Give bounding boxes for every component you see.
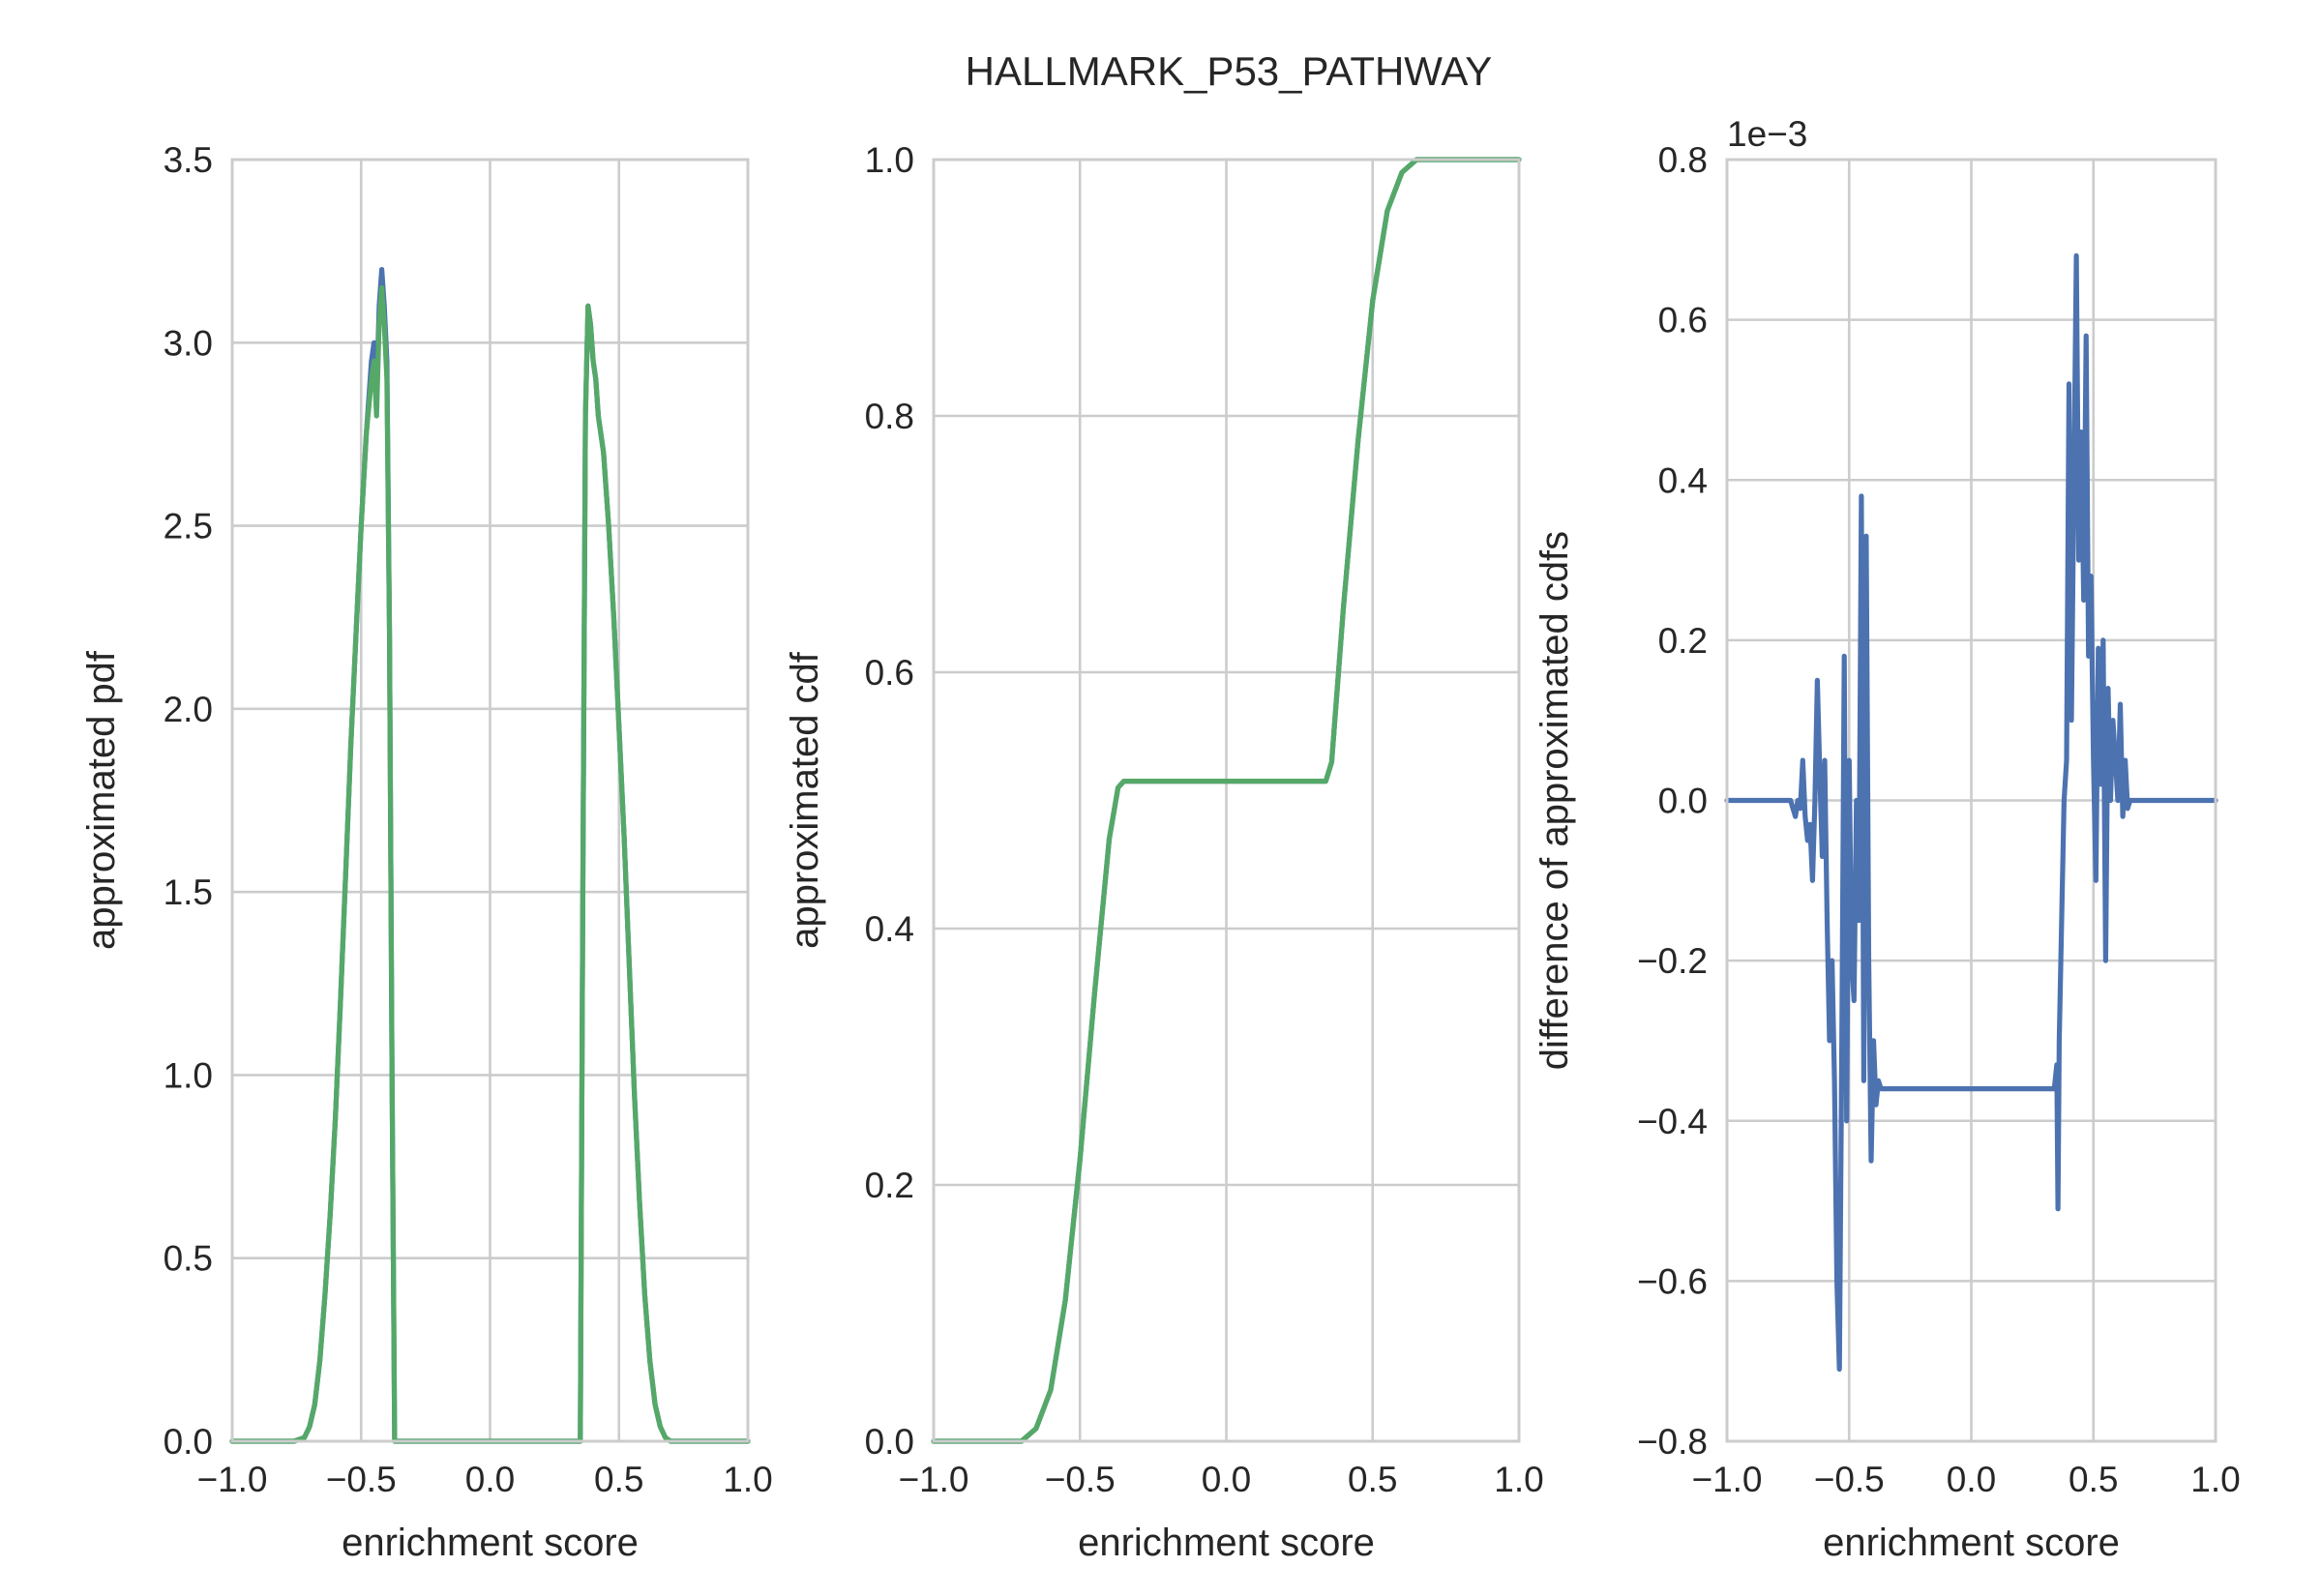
x-tick-label: −0.5 [1045,1460,1116,1499]
x-tick-label: 0.5 [2069,1460,2118,1499]
y-tick-label: 0.6 [865,653,914,693]
y-tick-label: 0.5 [164,1239,213,1279]
x-tick-label: 0.0 [1947,1460,1996,1499]
y-axis-label: approximated pdf [80,650,123,950]
x-tick-label: 0.0 [1202,1460,1251,1499]
x-axis-label: enrichment score [1078,1522,1375,1564]
x-tick-label: −0.5 [1814,1460,1885,1499]
plot-area-frame [932,158,1521,1443]
x-tick-label: −0.5 [326,1460,397,1499]
y-tick-label: 0.4 [865,909,914,949]
x-tick-label: −1.0 [898,1460,968,1499]
subplot-grid: −1.0 −0.5 0.0 0.5 1.0 0.0 0.5 1.0 1.5 2.0 2.5 3.0 3.… [80,114,2241,1564]
y-tick-label: 0.2 [865,1166,914,1205]
y-tick-label: 0.8 [1658,140,1708,180]
y-tick-label: 1.0 [865,140,914,180]
y-tick-label: 0.6 [1658,301,1708,340]
x-axis-label: enrichment score [342,1522,639,1564]
y-tick-label: 2.5 [164,507,213,547]
y-tick-label: −0.2 [1637,941,1708,981]
y-axis-label: approximated cdf [784,651,826,949]
y-tick-label: 0.0 [164,1422,213,1462]
y-tick-label: −0.4 [1637,1102,1708,1141]
series-line-2 [931,157,1522,1444]
y-tick-label: 3.5 [164,140,213,180]
y-tick-label: 1.5 [164,872,213,912]
y-tick-label: −0.8 [1637,1422,1708,1462]
plot-area-frame [230,158,750,1443]
y-offset-label: 1e−3 [1727,114,1807,154]
x-tick-label: −1.0 [1691,1460,1762,1499]
x-tick-label: 1.0 [723,1460,772,1499]
y-tick-label: 3.0 [164,323,213,363]
y-axis-label: difference of approximated cdfs [1533,531,1576,1070]
subplot-2: −1.0 −0.5 0.0 0.5 1.0 0.0 0.2 0.4 0.6 0.8 1.0 enric… [784,140,1544,1564]
y-tick-label: 2.0 [164,690,213,729]
y-tick-label: 0.4 [1658,460,1708,500]
series-line-1 [1724,252,2218,1373]
subplot-3: −1.0 −0.5 0.0 0.5 1.0 −0.8 −0.6 −0.4 −0.2 0.0 0.2 0… [1533,114,2241,1564]
x-tick-label: 0.0 [465,1460,515,1499]
y-tick-label: 1.0 [164,1055,213,1095]
y-tick-label: 0.0 [1658,782,1708,821]
x-tick-label: 0.5 [594,1460,643,1499]
y-tick-label: 0.8 [865,397,914,436]
y-tick-label: 0.2 [1658,621,1708,661]
x-tick-label: 1.0 [2190,1460,2240,1499]
subplot-1: −1.0 −0.5 0.0 0.5 1.0 0.0 0.5 1.0 1.5 2.0 2.5 3.0 3.… [80,140,773,1564]
y-tick-label: −0.6 [1637,1261,1708,1301]
x-tick-label: 1.0 [1494,1460,1543,1499]
plot-area-frame [1725,158,2218,1443]
x-tick-label: −1.0 [196,1460,267,1499]
y-tick-label: 0.0 [865,1422,914,1462]
x-tick-label: 0.5 [1348,1460,1397,1499]
x-axis-label: enrichment score [1823,1522,2120,1564]
figure-title: HALLMARK_P53_PATHWAY [966,48,1493,94]
